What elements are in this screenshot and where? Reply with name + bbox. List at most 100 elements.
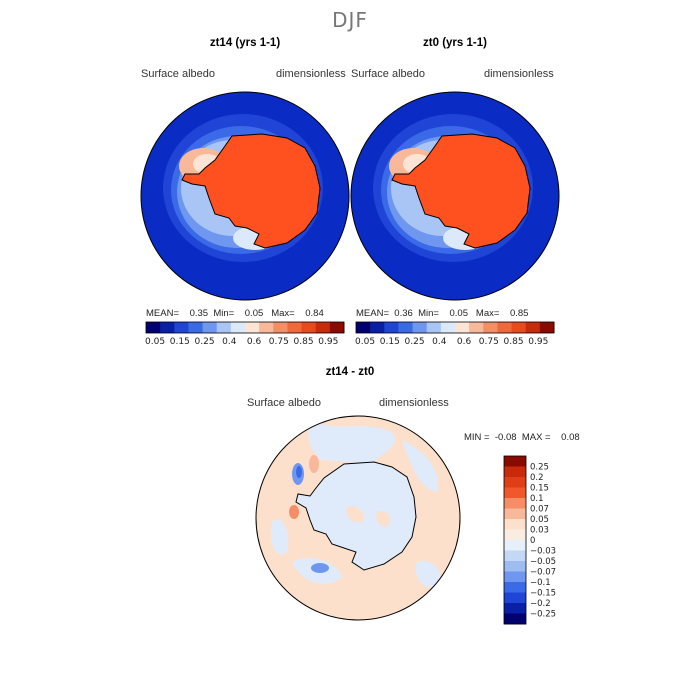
colorbar-swatch <box>160 322 175 333</box>
negative-anomaly-region <box>402 440 438 492</box>
colorbar-swatch <box>398 322 414 333</box>
negative-anomaly-region <box>270 519 289 555</box>
colorbar-swatch <box>504 456 526 467</box>
colorbar-swatch <box>504 550 526 562</box>
colorbar-swatch <box>504 603 526 614</box>
min-value: 0.05 <box>244 308 264 319</box>
panel-1-colorbar: 0.05 0.15 0.25 0.4 0.6 0.75 0.85 0.95 <box>145 321 345 347</box>
colorbar-swatch <box>504 498 526 509</box>
colorbar-swatch <box>259 322 274 333</box>
panel-2-stats: MEAN= 0.36 Min= 0.05 Max= 0.85 <box>356 308 528 319</box>
colorbar-tick-label: 0.95 <box>528 337 548 347</box>
min-value: 0.05 <box>449 308 468 319</box>
colorbar-swatch <box>216 322 232 333</box>
map-boundary <box>350 91 560 301</box>
diff-units-label: dimensionless <box>379 397 449 409</box>
colorbar-swatch <box>202 322 218 333</box>
positive-anomaly-patch <box>289 505 299 519</box>
panel-2-polar-map <box>350 91 560 301</box>
colorbar-swatch <box>525 322 541 333</box>
positive-anomaly-patch <box>346 506 364 523</box>
diff-variable-label: Surface albedo <box>247 397 321 409</box>
panel-2-title: zt0 (yrs 1-1) <box>423 37 487 49</box>
colorbar-tick-label: 0.85 <box>294 337 314 347</box>
colorbar-tick-label: 0.75 <box>479 337 499 347</box>
colorbar-swatch <box>497 322 513 333</box>
colorbar-tick-label: 0.6 <box>457 337 472 347</box>
colorbar-tick-label: 0 <box>530 536 535 546</box>
strong-negative-anomaly <box>311 563 329 573</box>
colorbar-swatch <box>426 322 442 333</box>
colorbar-swatch <box>245 322 260 333</box>
panel-1-units-label: dimensionless <box>276 68 346 80</box>
diff-min-max: MIN = -0.08 MAX = 0.08 <box>464 432 580 443</box>
colorbar-swatch <box>504 592 526 604</box>
negative-anomaly-region <box>308 422 395 464</box>
diff-min-value: -0.08 <box>494 432 517 443</box>
colorbar-tick-label: 0.15 <box>530 484 549 494</box>
diff-colorbar: 0.250.20.150.10.070.050.030−0.03−0.05−0.… <box>503 455 556 625</box>
mean-label: MEAN= <box>146 308 179 319</box>
colorbar-swatch <box>287 322 303 333</box>
colorbar-tick-label: 0.75 <box>269 337 289 347</box>
colorbar-swatch <box>315 322 331 333</box>
colorbar-tick-label: 0.1 <box>530 494 544 504</box>
colorbar-swatch <box>504 582 526 593</box>
mean-value: 0.36 <box>394 308 413 319</box>
strong-negative-anomaly-core <box>296 466 302 478</box>
colorbar-tick-label: −0.07 <box>530 568 556 578</box>
min-label: Min= <box>418 308 439 319</box>
colorbar-swatch <box>504 561 526 572</box>
antarctic-continent <box>391 133 531 249</box>
colorbar-swatch <box>504 540 526 551</box>
mean-label: MEAN= <box>356 308 389 319</box>
colorbar-swatch <box>504 466 526 478</box>
colorbar-swatch <box>504 508 526 520</box>
colorbar-tick-label: 0.25 <box>530 463 549 473</box>
colorbar-swatch <box>384 322 399 333</box>
colorbar-swatch <box>329 322 345 333</box>
colorbar-tick-label: 0.03 <box>530 526 549 536</box>
max-value: 0.85 <box>509 308 529 319</box>
diff-max-label: MAX = <box>521 432 551 443</box>
max-value: 0.84 <box>305 308 324 319</box>
colorbar-swatch <box>483 322 498 333</box>
colorbar-tick-label: 0.05 <box>355 337 375 347</box>
colorbar-swatch <box>539 322 555 333</box>
colorbar-swatch <box>273 322 288 333</box>
colorbar-swatch <box>174 322 189 333</box>
colorbar-tick-label: 0.05 <box>145 337 165 347</box>
colorbar-tick-label: 0.2 <box>530 473 544 483</box>
colorbar-tick-label: 0.05 <box>530 515 549 525</box>
colorbar-swatch <box>440 322 456 333</box>
colorbar-tick-label: −0.03 <box>530 547 556 557</box>
colorbar-tick-label: −0.25 <box>530 610 556 620</box>
colorbar-swatch <box>188 322 204 333</box>
map-boundary <box>140 91 350 301</box>
colorbar-swatch <box>230 322 246 333</box>
colorbar-tick-label: −0.1 <box>530 578 551 588</box>
diff-min-label: MIN = <box>464 432 490 443</box>
panel-2-units-label: dimensionless <box>484 68 554 80</box>
positive-anomaly-patch <box>309 455 319 473</box>
colorbar-frame <box>503 455 527 625</box>
colorbar-tick-label: 0.6 <box>247 337 262 347</box>
colorbar-swatch <box>504 571 526 583</box>
max-label: Max= <box>475 308 500 319</box>
panel-1-title: zt14 (yrs 1-1) <box>209 37 281 49</box>
colorbar-swatch <box>511 322 527 333</box>
colorbar-frame <box>355 321 555 334</box>
colorbar-tick-label: 0.25 <box>195 337 215 347</box>
colorbar-tick-label: −0.15 <box>530 589 556 599</box>
colorbar-tick-label: 0.25 <box>405 337 425 347</box>
colorbar-swatch <box>370 322 385 333</box>
antarctic-continent <box>181 133 321 249</box>
panel-1-stats: MEAN= 0.35 Min= 0.05 Max= 0.84 <box>146 308 324 319</box>
positive-anomaly-patch <box>376 511 391 527</box>
mean-value: 0.35 <box>189 308 209 319</box>
colorbar-tick-label: 0.07 <box>530 505 549 515</box>
panel-1-variable-label: Surface albedo <box>141 68 215 80</box>
panel-2-colorbar: 0.05 0.15 0.25 0.4 0.6 0.75 0.85 0.95 <box>355 321 555 347</box>
colorbar-swatch <box>455 322 470 333</box>
colorbar-swatch <box>504 487 526 499</box>
